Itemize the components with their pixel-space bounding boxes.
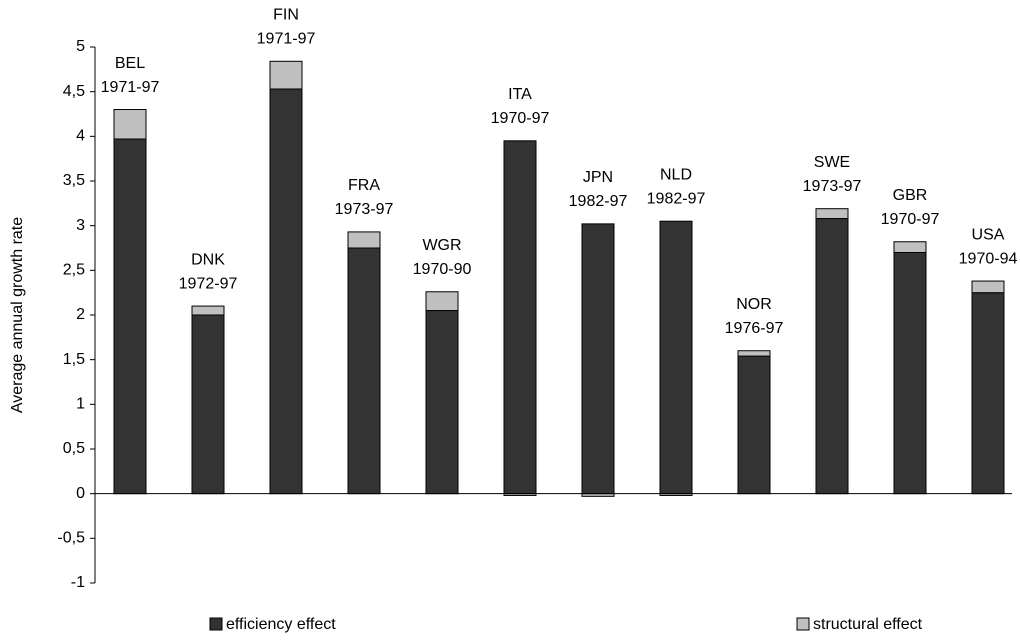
bar-segment <box>113 109 147 140</box>
y-tick-label: 1 <box>76 396 85 413</box>
bar-segment <box>659 220 693 495</box>
y-tick-label: 4,5 <box>63 83 85 100</box>
period-label: 1973-97 <box>803 178 862 195</box>
y-tick-label: 1,5 <box>63 351 85 368</box>
y-tick-label: -1 <box>71 574 85 591</box>
period-label: 1971-97 <box>101 79 160 96</box>
bar-segment <box>971 292 1005 495</box>
y-tick-label: 2 <box>76 306 85 323</box>
bar-segment <box>425 291 459 312</box>
bar-segment <box>347 231 381 249</box>
bar-segment <box>191 305 225 316</box>
category-label: USA <box>972 226 1005 243</box>
bar-segment <box>737 350 771 357</box>
y-tick-label: 4 <box>76 128 85 145</box>
y-tick-label: 3,5 <box>63 172 85 189</box>
y-tick-label: 5 <box>76 38 85 55</box>
y-tick-label: 0,5 <box>63 440 85 457</box>
y-tick-label: -0,5 <box>57 530 85 547</box>
bar-segment <box>269 88 303 495</box>
y-axis-label: Average annual growth rate <box>9 217 26 413</box>
legend-swatch <box>796 617 810 631</box>
period-label: 1982-97 <box>569 193 628 210</box>
bar-segment <box>425 310 459 495</box>
bar-segment <box>347 247 381 495</box>
bar-segment <box>113 138 147 495</box>
bar-segment <box>269 60 303 90</box>
category-label: BEL <box>115 55 145 72</box>
bar-segment <box>191 314 225 495</box>
period-label: 1970-97 <box>491 110 550 127</box>
category-label: SWE <box>814 154 850 171</box>
period-label: 1972-97 <box>179 275 238 292</box>
period-label: 1970-90 <box>413 261 472 278</box>
category-label: JPN <box>583 169 613 186</box>
category-label: WGR <box>422 237 461 254</box>
bar-segment <box>737 355 771 495</box>
category-label: FIN <box>273 7 299 24</box>
period-label: 1970-94 <box>959 250 1018 267</box>
y-tick-label: 3 <box>76 217 85 234</box>
category-label: FRA <box>348 177 380 194</box>
legend-label: efficiency effect <box>226 616 336 633</box>
period-label: 1971-97 <box>257 31 316 48</box>
y-tick-label: 2,5 <box>63 262 85 279</box>
period-label: 1976-97 <box>725 320 784 337</box>
category-label: DNK <box>191 251 225 268</box>
bar-segment <box>503 140 537 495</box>
period-label: 1973-97 <box>335 201 394 218</box>
category-label: NOR <box>736 296 772 313</box>
bar-segment <box>815 208 849 220</box>
bar-segment <box>893 241 927 253</box>
category-label: GBR <box>893 187 928 204</box>
legend-label: structural effect <box>813 616 923 633</box>
period-label: 1970-97 <box>881 211 940 228</box>
bar-segment <box>971 280 1005 294</box>
bar-segment <box>893 251 927 495</box>
bar-segment <box>581 223 615 495</box>
category-label: NLD <box>660 166 692 183</box>
bar-segment <box>815 218 849 495</box>
period-label: 1982-97 <box>647 190 706 207</box>
legend-swatch <box>209 617 223 631</box>
y-tick-label: 0 <box>76 485 85 502</box>
category-label: ITA <box>508 86 532 103</box>
